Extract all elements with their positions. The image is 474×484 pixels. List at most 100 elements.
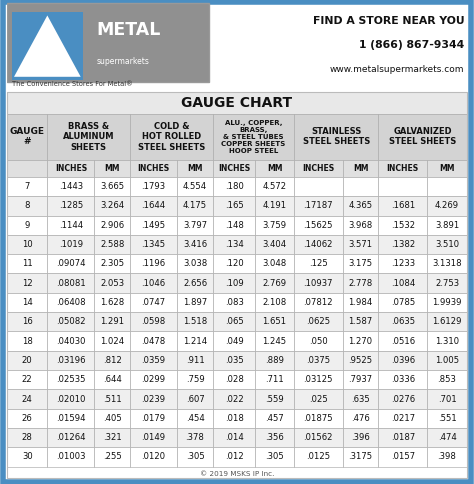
FancyBboxPatch shape: [378, 408, 427, 428]
Text: 3.038: 3.038: [183, 259, 207, 268]
FancyBboxPatch shape: [213, 235, 255, 254]
Text: .1793: .1793: [142, 182, 166, 191]
Text: .148: .148: [225, 221, 244, 230]
Text: .1644: .1644: [142, 201, 166, 211]
FancyBboxPatch shape: [213, 370, 255, 389]
FancyBboxPatch shape: [427, 215, 467, 235]
Text: .049: .049: [225, 336, 244, 346]
FancyBboxPatch shape: [47, 215, 94, 235]
FancyBboxPatch shape: [427, 447, 467, 467]
Text: 3.1318: 3.1318: [432, 259, 462, 268]
Text: .165: .165: [225, 201, 244, 211]
Text: © 2019 MSKS IP Inc.: © 2019 MSKS IP Inc.: [200, 470, 274, 477]
Text: .01875: .01875: [303, 414, 333, 423]
FancyBboxPatch shape: [7, 177, 47, 196]
FancyBboxPatch shape: [94, 293, 130, 312]
FancyBboxPatch shape: [294, 273, 343, 293]
Text: .0157: .0157: [391, 453, 415, 461]
Text: .0125: .0125: [306, 453, 330, 461]
FancyBboxPatch shape: [427, 389, 467, 408]
Text: GAUGE
#: GAUGE #: [10, 127, 45, 147]
Text: METAL: METAL: [97, 21, 161, 39]
Text: .711: .711: [265, 375, 284, 384]
FancyBboxPatch shape: [7, 370, 47, 389]
FancyBboxPatch shape: [94, 351, 130, 370]
FancyBboxPatch shape: [294, 447, 343, 467]
FancyBboxPatch shape: [177, 235, 213, 254]
Text: 2.305: 2.305: [100, 259, 124, 268]
FancyBboxPatch shape: [255, 447, 294, 467]
FancyBboxPatch shape: [7, 3, 210, 82]
Text: .853: .853: [438, 375, 456, 384]
Text: .01003: .01003: [56, 453, 86, 461]
Text: 3.264: 3.264: [100, 201, 124, 211]
Text: 9: 9: [25, 221, 30, 230]
FancyBboxPatch shape: [343, 332, 378, 351]
FancyBboxPatch shape: [177, 351, 213, 370]
FancyBboxPatch shape: [47, 447, 94, 467]
Text: .1495: .1495: [142, 221, 166, 230]
FancyBboxPatch shape: [47, 293, 94, 312]
Text: .0299: .0299: [142, 375, 166, 384]
FancyBboxPatch shape: [177, 428, 213, 447]
Text: 24: 24: [22, 394, 33, 404]
FancyBboxPatch shape: [294, 389, 343, 408]
FancyBboxPatch shape: [213, 273, 255, 293]
Text: .0120: .0120: [142, 453, 166, 461]
FancyBboxPatch shape: [427, 428, 467, 447]
Text: 4.365: 4.365: [348, 201, 373, 211]
FancyBboxPatch shape: [427, 273, 467, 293]
Text: .1084: .1084: [391, 279, 415, 287]
Text: COLD &
HOT ROLLED
STEEL SHEETS: COLD & HOT ROLLED STEEL SHEETS: [138, 122, 205, 151]
FancyBboxPatch shape: [47, 370, 94, 389]
Text: .644: .644: [103, 375, 122, 384]
Text: 16: 16: [22, 318, 33, 326]
Text: 1.628: 1.628: [100, 298, 124, 307]
Text: 12: 12: [22, 279, 33, 287]
FancyBboxPatch shape: [7, 408, 47, 428]
FancyBboxPatch shape: [177, 293, 213, 312]
FancyBboxPatch shape: [378, 332, 427, 351]
FancyBboxPatch shape: [94, 177, 130, 196]
Text: 2.906: 2.906: [100, 221, 124, 230]
Text: .06408: .06408: [56, 298, 86, 307]
Text: 4.269: 4.269: [435, 201, 459, 211]
Text: .14062: .14062: [303, 240, 333, 249]
FancyBboxPatch shape: [130, 196, 177, 215]
Text: .607: .607: [186, 394, 204, 404]
Text: .0478: .0478: [142, 336, 166, 346]
FancyBboxPatch shape: [7, 254, 47, 273]
FancyBboxPatch shape: [378, 351, 427, 370]
FancyBboxPatch shape: [343, 177, 378, 196]
Text: .0396: .0396: [391, 356, 415, 365]
FancyBboxPatch shape: [343, 215, 378, 235]
FancyBboxPatch shape: [47, 273, 94, 293]
FancyBboxPatch shape: [7, 312, 47, 332]
Text: .635: .635: [351, 394, 370, 404]
FancyBboxPatch shape: [427, 312, 467, 332]
FancyBboxPatch shape: [294, 196, 343, 215]
Text: 3.665: 3.665: [100, 182, 124, 191]
Text: .17187: .17187: [303, 201, 333, 211]
FancyBboxPatch shape: [378, 254, 427, 273]
Text: GALVANIZED
STEEL SHEETS: GALVANIZED STEEL SHEETS: [389, 127, 456, 147]
Text: 8: 8: [25, 201, 30, 211]
Text: 1.518: 1.518: [183, 318, 207, 326]
FancyBboxPatch shape: [343, 196, 378, 215]
Text: .511: .511: [103, 394, 122, 404]
Text: 4.175: 4.175: [183, 201, 207, 211]
FancyBboxPatch shape: [378, 370, 427, 389]
FancyBboxPatch shape: [94, 370, 130, 389]
FancyBboxPatch shape: [427, 177, 467, 196]
Text: .305: .305: [186, 453, 204, 461]
Text: .0635: .0635: [391, 318, 415, 326]
Text: .025: .025: [309, 394, 328, 404]
FancyBboxPatch shape: [378, 428, 427, 447]
Text: .398: .398: [438, 453, 456, 461]
FancyBboxPatch shape: [177, 447, 213, 467]
FancyBboxPatch shape: [130, 408, 177, 428]
FancyBboxPatch shape: [255, 215, 294, 235]
FancyBboxPatch shape: [213, 254, 255, 273]
FancyBboxPatch shape: [130, 114, 213, 160]
Text: 1.587: 1.587: [348, 318, 373, 326]
